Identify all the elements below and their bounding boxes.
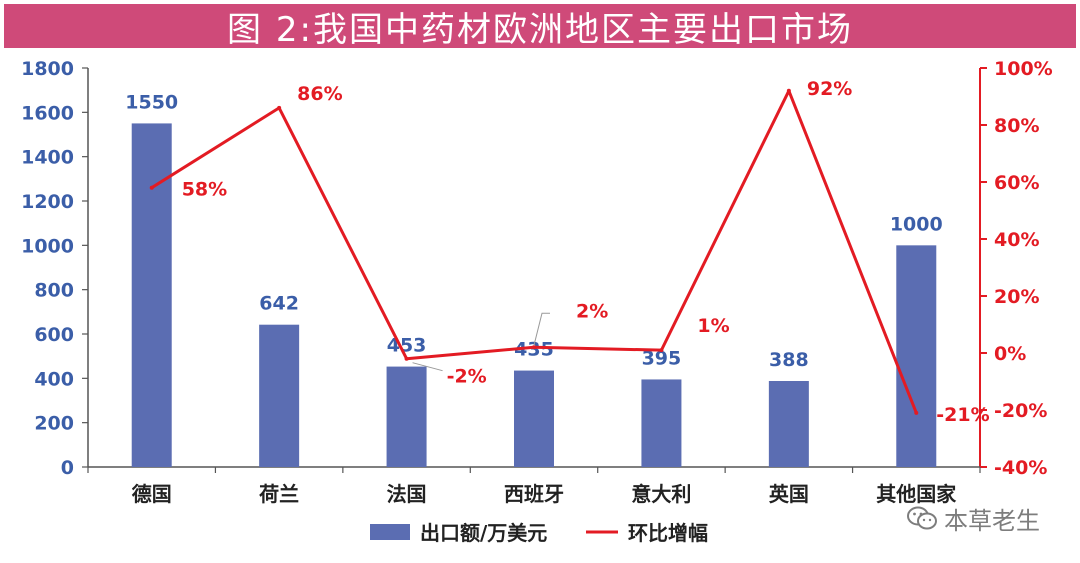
- category-label: 英国: [769, 482, 809, 506]
- bar-value-label: 1000: [890, 213, 943, 235]
- growth-value-label: 86%: [297, 83, 342, 105]
- growth-point: [659, 348, 664, 353]
- left-tick-label: 800: [34, 280, 74, 302]
- growth-value-label: 1%: [697, 315, 729, 337]
- category-label: 西班牙: [504, 482, 564, 506]
- bar: [768, 380, 809, 467]
- bar: [386, 366, 427, 467]
- category-label: 法国: [387, 482, 427, 506]
- category-label: 意大利: [631, 482, 691, 506]
- left-tick-label: 1800: [21, 58, 74, 80]
- legend-label-line: 环比增幅: [628, 521, 708, 545]
- growth-point: [277, 105, 282, 110]
- bar-value-label: 642: [259, 293, 299, 315]
- bar-value-label: 395: [642, 347, 682, 369]
- legend-label-bar: 出口额/万美元: [420, 521, 547, 545]
- growth-point: [404, 356, 409, 361]
- chart-title: 图 2:我国中药材欧洲地区主要出口市场: [227, 9, 853, 50]
- right-tick-label: -20%: [994, 400, 1047, 422]
- leader-line: [412, 362, 443, 372]
- right-tick-label: -40%: [994, 457, 1047, 479]
- bar: [514, 370, 554, 467]
- growth-point: [149, 185, 154, 190]
- chart-title-bar: 图 2:我国中药材欧洲地区主要出口市场: [4, 4, 1076, 50]
- growth-point: [914, 410, 919, 415]
- category-label: 其他国家: [876, 482, 957, 506]
- bar-value-label: 435: [514, 339, 554, 361]
- category-label: 荷兰: [259, 482, 299, 506]
- right-tick-label: 60%: [994, 172, 1039, 194]
- left-tick-label: 200: [34, 413, 74, 435]
- wechat-icon: [907, 506, 937, 530]
- watermark-text: 本草老生: [944, 506, 1040, 535]
- left-tick-label: 1600: [21, 102, 74, 124]
- growth-value-label: -2%: [447, 366, 487, 388]
- bar-value-label: 1550: [125, 91, 178, 113]
- right-tick-label: 40%: [994, 229, 1039, 251]
- growth-value-label: -21%: [936, 404, 989, 426]
- left-tick-label: 1000: [21, 235, 74, 257]
- left-tick-label: 400: [34, 368, 74, 390]
- growth-point: [786, 88, 791, 93]
- bar-value-label: 453: [387, 335, 427, 357]
- growth-value-label: 92%: [807, 78, 852, 100]
- bar: [131, 123, 172, 468]
- left-tick-label: 0: [61, 457, 74, 479]
- right-tick-label: 100%: [994, 58, 1053, 80]
- right-tick-label: 80%: [994, 115, 1039, 137]
- bar: [896, 245, 937, 467]
- bar: [641, 379, 682, 467]
- category-label: 德国: [132, 482, 172, 506]
- watermark: 本草老生: [906, 500, 1074, 536]
- growth-point: [532, 345, 536, 350]
- bar-value-label: 388: [769, 349, 809, 371]
- left-tick-label: 600: [34, 324, 74, 346]
- growth-value-label: 58%: [182, 179, 227, 201]
- leader-line: [533, 312, 550, 346]
- left-tick-label: 1400: [21, 147, 74, 169]
- left-tick-label: 1200: [21, 191, 74, 213]
- growth-value-label: 2%: [576, 300, 608, 322]
- bar: [259, 324, 300, 467]
- right-tick-label: 20%: [994, 286, 1039, 308]
- legend-swatch-bar: [370, 524, 410, 540]
- right-tick-label: 0%: [994, 343, 1026, 365]
